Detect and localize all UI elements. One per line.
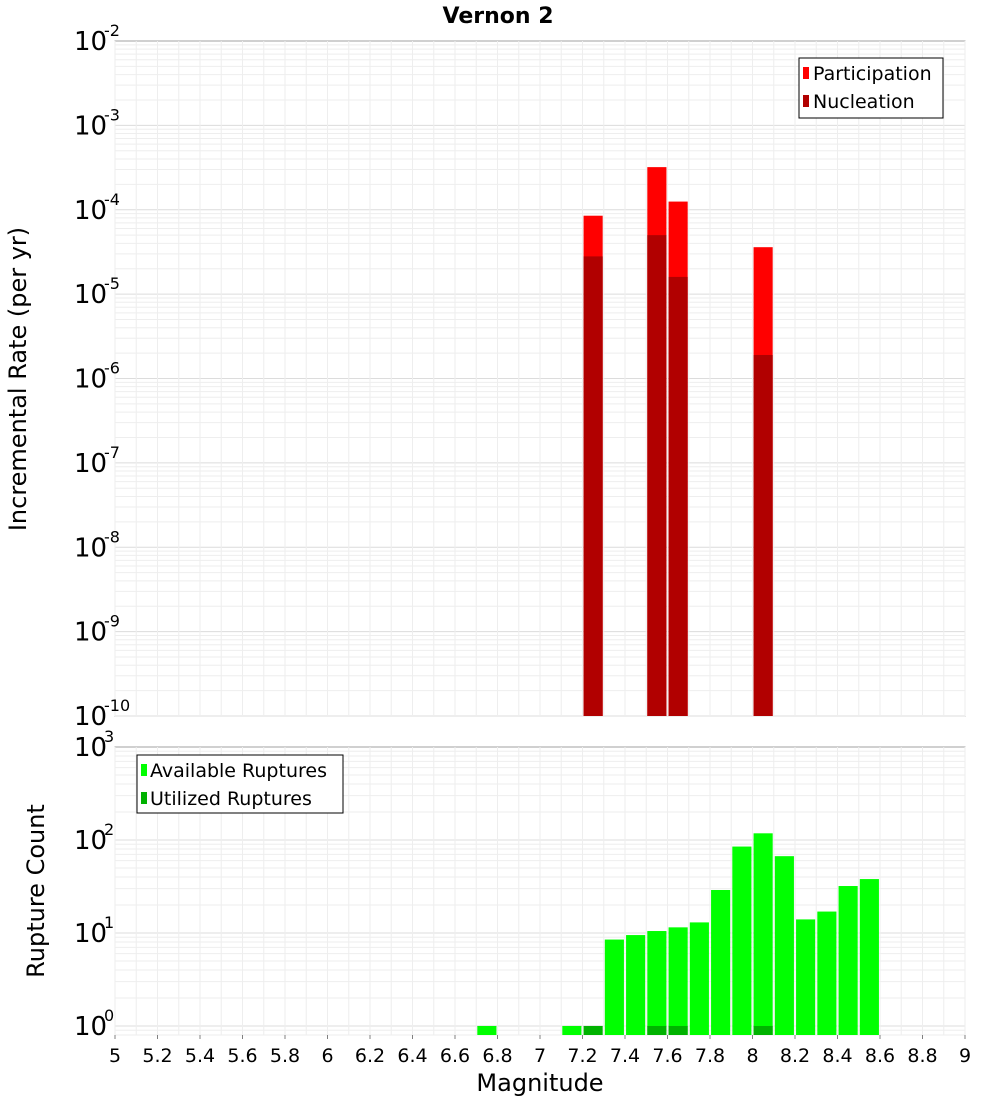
x-tick-label: 7.2 <box>567 1045 597 1067</box>
x-tick-label: 6 <box>321 1045 333 1067</box>
x-tick-label: 6.6 <box>440 1045 470 1067</box>
y-tick-exponent: -7 <box>104 443 120 462</box>
available-ruptures-bar <box>647 931 667 1035</box>
x-axis-label: Magnitude <box>476 1069 603 1097</box>
y-tick-label: 10 <box>74 702 107 732</box>
utilized-ruptures-bar <box>668 1025 688 1035</box>
x-tick-label: 7 <box>534 1045 546 1067</box>
y-tick-exponent: -9 <box>104 612 120 631</box>
top-gridlines <box>114 41 966 717</box>
y-tick-label: 10 <box>74 27 107 57</box>
nucleation-bar <box>647 235 667 716</box>
x-tick-label: 8.2 <box>780 1045 810 1067</box>
bottom-y-axis-label: Rupture Count <box>22 804 50 978</box>
x-tick-label: 6.4 <box>397 1045 427 1067</box>
bottom-legend: Available Ruptures Utilized Ruptures <box>136 754 344 814</box>
bottom-bars <box>477 833 879 1035</box>
available-ruptures-bar <box>859 879 879 1035</box>
top-bars <box>583 167 773 717</box>
y-tick-label: 10 <box>74 365 107 395</box>
available-ruptures-bar <box>711 889 731 1035</box>
top-panel: 10-210-310-410-510-610-710-810-910-10 In… <box>4 21 966 732</box>
y-tick-exponent: 3 <box>104 727 114 746</box>
x-tick-label: 5.4 <box>185 1045 215 1067</box>
x-tick-label: 5.2 <box>142 1045 172 1067</box>
x-tick-label: 6.2 <box>355 1045 385 1067</box>
legend-swatch-utilized <box>141 792 147 804</box>
top-legend: Participation Nucleation <box>798 57 944 119</box>
nucleation-bar <box>668 276 688 716</box>
y-tick-label: 10 <box>74 280 107 310</box>
available-ruptures-bar <box>838 886 858 1035</box>
legend-swatch-available <box>141 764 147 776</box>
available-ruptures-bar <box>817 911 837 1035</box>
y-tick-label: 10 <box>74 826 107 856</box>
y-tick-label: 10 <box>74 919 107 949</box>
available-ruptures-bar <box>604 939 624 1035</box>
top-legend-box <box>798 57 944 119</box>
y-tick-label: 10 <box>74 196 107 226</box>
bottom-legend-box <box>136 754 344 814</box>
y-tick-label: 10 <box>74 449 107 479</box>
available-ruptures-bar <box>774 856 794 1035</box>
x-tick-label: 5.8 <box>270 1045 300 1067</box>
y-tick-exponent: -5 <box>104 274 120 293</box>
y-tick-label: 10 <box>74 618 107 648</box>
available-ruptures-bar <box>796 919 816 1035</box>
x-tick-label: 5 <box>109 1045 121 1067</box>
legend-label-participation: Participation <box>813 63 932 85</box>
y-tick-exponent: -4 <box>104 190 120 209</box>
y-tick-exponent: -3 <box>104 105 120 124</box>
legend-swatch-nucleation <box>803 95 809 107</box>
legend-label-available: Available Ruptures <box>150 760 327 782</box>
available-ruptures-bar <box>668 927 688 1035</box>
y-tick-exponent: 0 <box>104 1006 114 1025</box>
x-tick-label: 9 <box>959 1045 971 1067</box>
x-tick-label: 7.8 <box>695 1045 725 1067</box>
x-tick-label: 8 <box>746 1045 758 1067</box>
y-tick-exponent: -6 <box>104 359 120 378</box>
available-ruptures-bar <box>689 922 709 1035</box>
available-ruptures-bar <box>562 1025 582 1035</box>
y-tick-label: 10 <box>74 111 107 141</box>
y-tick-label: 10 <box>74 1012 107 1042</box>
x-tick-label: 8.8 <box>907 1045 937 1067</box>
utilized-ruptures-bar <box>583 1025 603 1035</box>
available-ruptures-bar <box>753 833 773 1035</box>
available-ruptures-bar <box>477 1025 497 1035</box>
y-tick-label: 10 <box>74 733 107 763</box>
legend-label-utilized: Utilized Ruptures <box>150 788 312 810</box>
x-tick-label: 7.6 <box>652 1045 682 1067</box>
y-tick-label: 10 <box>74 533 107 563</box>
x-tick-labels: 5 5.2 5.4 5.6 5.8 6 6.2 6.4 6.6 6.8 7 7.2 7.4 7.6 7.8 8… <box>109 1035 971 1067</box>
x-tick-label: 6.8 <box>482 1045 512 1067</box>
y-tick-exponent: -10 <box>104 696 130 715</box>
top-y-axis-label: Incremental Rate (per yr) <box>4 227 32 531</box>
chart-title: Vernon 2 <box>443 4 554 29</box>
top-y-tick-labels: 10-210-310-410-510-610-710-810-910-10 <box>74 21 130 732</box>
y-tick-exponent: -8 <box>104 527 120 546</box>
legend-label-nucleation: Nucleation <box>813 91 915 113</box>
x-tick-label: 5.6 <box>227 1045 257 1067</box>
x-tick-label: 7.4 <box>610 1045 640 1067</box>
y-tick-exponent: 2 <box>104 820 114 839</box>
utilized-ruptures-bar <box>753 1025 773 1035</box>
available-ruptures-bar <box>732 846 752 1035</box>
nucleation-bar <box>583 256 603 716</box>
utilized-ruptures-bar <box>647 1025 667 1035</box>
legend-swatch-participation <box>803 67 809 79</box>
x-tick-label: 8.4 <box>822 1045 852 1067</box>
x-tick-label: 8.6 <box>865 1045 895 1067</box>
available-ruptures-bar <box>626 935 646 1035</box>
nucleation-bar <box>753 354 773 716</box>
y-tick-exponent: -2 <box>104 21 120 40</box>
y-tick-exponent: 1 <box>104 913 114 932</box>
